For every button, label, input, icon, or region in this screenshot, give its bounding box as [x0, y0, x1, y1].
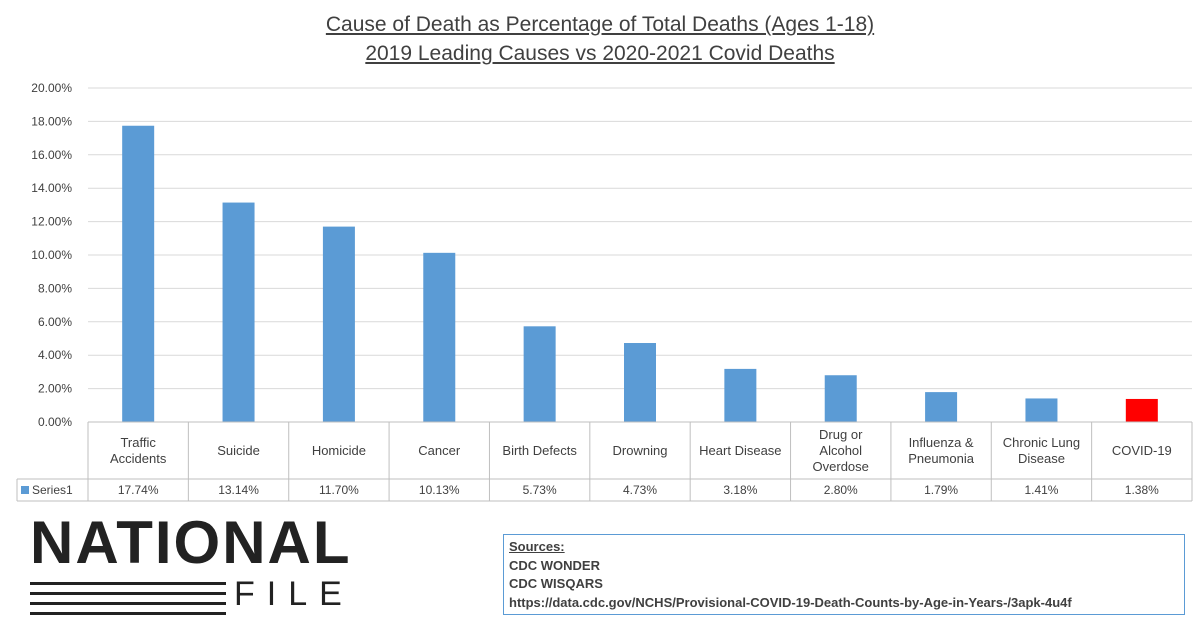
category-label: Birth Defects: [502, 443, 577, 458]
category-label: Traffic: [120, 435, 156, 450]
sources-heading: Sources:: [509, 539, 565, 554]
category-label: Heart Disease: [699, 443, 781, 458]
y-tick-label: 6.00%: [38, 315, 72, 329]
value-label: 5.73%: [523, 483, 557, 497]
sources-box: Sources: CDC WONDER CDC WISQARS https://…: [503, 534, 1185, 615]
category-label: Influenza &: [909, 435, 974, 450]
value-label: 2.80%: [824, 483, 858, 497]
y-tick-label: 20.00%: [31, 81, 72, 95]
category-label: Suicide: [217, 443, 260, 458]
category-label: Cancer: [418, 443, 461, 458]
bar: [824, 375, 857, 422]
bar: [423, 252, 456, 422]
value-label: 1.41%: [1024, 483, 1058, 497]
y-tick-label: 0.00%: [38, 415, 72, 429]
value-label: 13.14%: [218, 483, 259, 497]
gridlines: [88, 87, 1192, 423]
bar: [523, 326, 556, 422]
bar: [1025, 398, 1058, 422]
category-label: Homicide: [312, 443, 366, 458]
value-label: 17.74%: [118, 483, 159, 497]
value-label: 1.79%: [924, 483, 958, 497]
source-line: CDC WISQARS: [509, 576, 603, 591]
category-label: Chronic Lung: [1003, 435, 1080, 450]
source-link[interactable]: https://data.cdc.gov/NCHS/Provisional-CO…: [509, 594, 1072, 610]
logo-line-2: FILE: [234, 575, 354, 613]
bar: [222, 202, 255, 422]
y-tick-label: 2.00%: [38, 382, 72, 396]
category-label: Disease: [1018, 451, 1065, 466]
value-label: 3.18%: [723, 483, 757, 497]
bar: [322, 226, 355, 422]
category-label: Overdose: [813, 459, 869, 474]
category-label: COVID-19: [1112, 443, 1172, 458]
bar: [1125, 398, 1158, 422]
y-tick-label: 18.00%: [31, 114, 72, 128]
logo-line-1: NATIONAL: [30, 509, 352, 576]
category-label: Pneumonia: [908, 451, 975, 466]
category-label: Alcohol: [819, 443, 862, 458]
y-tick-label: 14.00%: [31, 181, 72, 195]
category-label: Drowning: [613, 443, 668, 458]
value-label: 4.73%: [623, 483, 657, 497]
value-label: 11.70%: [319, 483, 359, 497]
y-tick-label: 12.00%: [31, 215, 72, 229]
bars: [122, 125, 1158, 422]
legend-swatch: [21, 486, 29, 494]
chart-title: Cause of Death as Percentage of Total De…: [325, 13, 875, 36]
y-tick-label: 4.00%: [38, 348, 72, 362]
value-label: 1.38%: [1125, 483, 1159, 497]
y-tick-label: 8.00%: [38, 281, 72, 295]
source-line: CDC WONDER: [509, 557, 600, 573]
bar: [925, 392, 958, 422]
value-label: 10.13%: [419, 483, 460, 497]
y-tick-label: 10.00%: [31, 248, 72, 262]
category-label: Accidents: [110, 451, 167, 466]
bar: [624, 343, 656, 422]
legend-label: Series1: [32, 483, 73, 497]
chart-subtitle: 2019 Leading Causes vs 2020-2021 Covid D…: [365, 42, 835, 65]
bar: [122, 125, 155, 422]
y-tick-label: 16.00%: [31, 148, 72, 162]
y-axis-ticks: 0.00% 2.00% 4.00% 6.00% 8.00% 10.00% 12.00% 14.…: [31, 81, 72, 429]
bar: [724, 368, 757, 422]
national-file-logo: NATIONAL FILE: [26, 512, 376, 618]
bar-chart: 0.00% 2.00% 4.00% 6.00% 8.00% 10.00% 12.00% 14.…: [16, 81, 1193, 502]
logo-stripes: [30, 582, 226, 615]
category-label: Drug or: [819, 427, 863, 442]
